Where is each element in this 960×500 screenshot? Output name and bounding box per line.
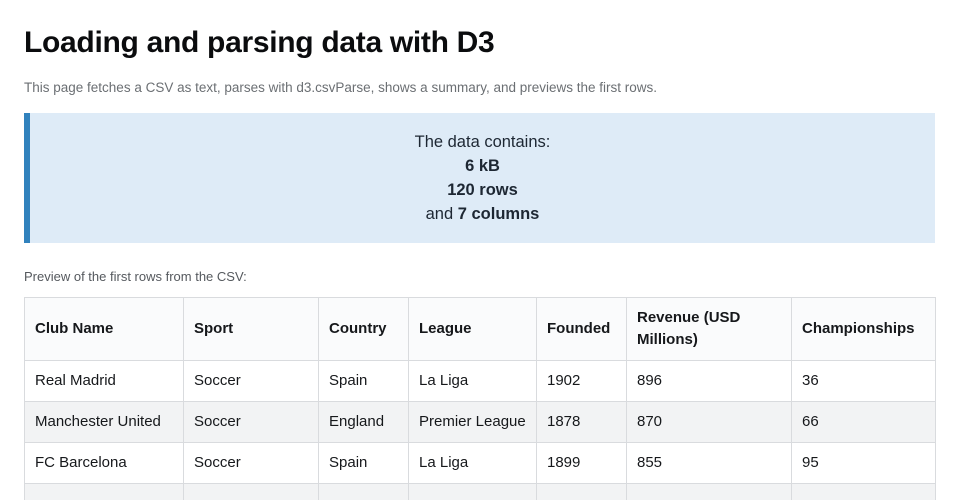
table-cell: Soccer <box>183 401 319 443</box>
table-head: Club Name Sport Country League Founded Revenu… <box>24 297 936 361</box>
page-title: Loading and parsing data with D3 <box>24 26 495 59</box>
column-header: Revenue (USD Millions) <box>626 297 792 361</box>
table-cell: Soccer <box>183 442 319 484</box>
summary-size: 6 kB <box>465 157 500 175</box>
summary-and-label: and <box>425 205 458 223</box>
column-header: Club Name <box>24 297 184 361</box>
table-cell: Spain <box>318 442 409 484</box>
table-cell: Manchester United <box>24 401 184 443</box>
table-row: Manchester United Soccer England Premier Le… <box>24 401 936 443</box>
table-cell: Real Madrid <box>24 360 184 402</box>
column-header: Founded <box>536 297 627 361</box>
summary-row-count: 120 rows <box>447 181 518 199</box>
table-cell: Soccer <box>183 360 319 402</box>
table-cell: Spain <box>318 360 409 402</box>
table-cell <box>536 483 627 500</box>
column-header: Country <box>318 297 409 361</box>
table-cell: 1899 <box>536 442 627 484</box>
summary-box: The data contains: 6 kB 120 rows and 7 c… <box>24 113 935 243</box>
summary-column-count: 7 columns <box>457 205 540 223</box>
table-cell <box>626 483 792 500</box>
column-header: Championships <box>791 297 936 361</box>
table-cell: La Liga <box>408 360 537 402</box>
table-cell: 1902 <box>536 360 627 402</box>
column-header: League <box>408 297 537 361</box>
table-cell <box>408 483 537 500</box>
summary-columns-line: and 7 columns <box>40 202 925 226</box>
page-subtitle: This page fetches a CSV as text, parses … <box>24 80 658 95</box>
table-row: Real Madrid Soccer Spain La Liga 1902 896 36 <box>24 360 936 402</box>
table-cell <box>24 483 184 500</box>
table-cell: 66 <box>791 401 936 443</box>
table-cell: 36 <box>791 360 936 402</box>
summary-intro: The data contains: <box>414 133 551 151</box>
table-cell: 1878 <box>536 401 627 443</box>
preview-caption: Preview of the first rows from the CSV: <box>24 269 247 284</box>
table-row: FC Barcelona Soccer Spain La Liga 1899 855 95 <box>24 442 936 484</box>
table-cell: 855 <box>626 442 792 484</box>
table-cell: 95 <box>791 442 936 484</box>
table-cell <box>318 483 409 500</box>
preview-table: Club Name Sport Country League Founded Revenu… <box>24 297 936 500</box>
table-cell: La Liga <box>408 442 537 484</box>
table-cell: 896 <box>626 360 792 402</box>
table-cell: 870 <box>626 401 792 443</box>
table-cell <box>183 483 319 500</box>
table-cell <box>791 483 936 500</box>
table-header-row: Club Name Sport Country League Founded Revenu… <box>24 297 936 361</box>
table-body: Real Madrid Soccer Spain La Liga 1902 896 36 Ma… <box>24 360 936 500</box>
table-cell: FC Barcelona <box>24 442 184 484</box>
table-cell: Premier League <box>408 401 537 443</box>
table-cell: England <box>318 401 409 443</box>
table-row <box>24 483 936 500</box>
column-header: Sport <box>183 297 319 361</box>
